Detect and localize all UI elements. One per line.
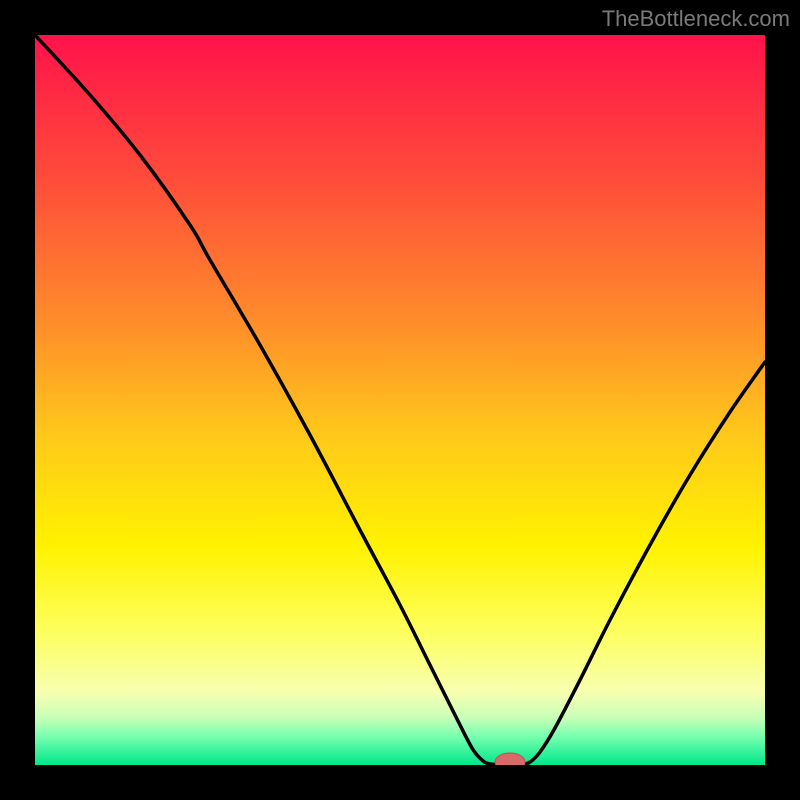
watermark-text: TheBottleneck.com	[602, 6, 790, 32]
chart-container: TheBottleneck.com	[0, 0, 800, 800]
bottleneck-chart	[0, 0, 800, 800]
gradient-background	[35, 35, 765, 765]
